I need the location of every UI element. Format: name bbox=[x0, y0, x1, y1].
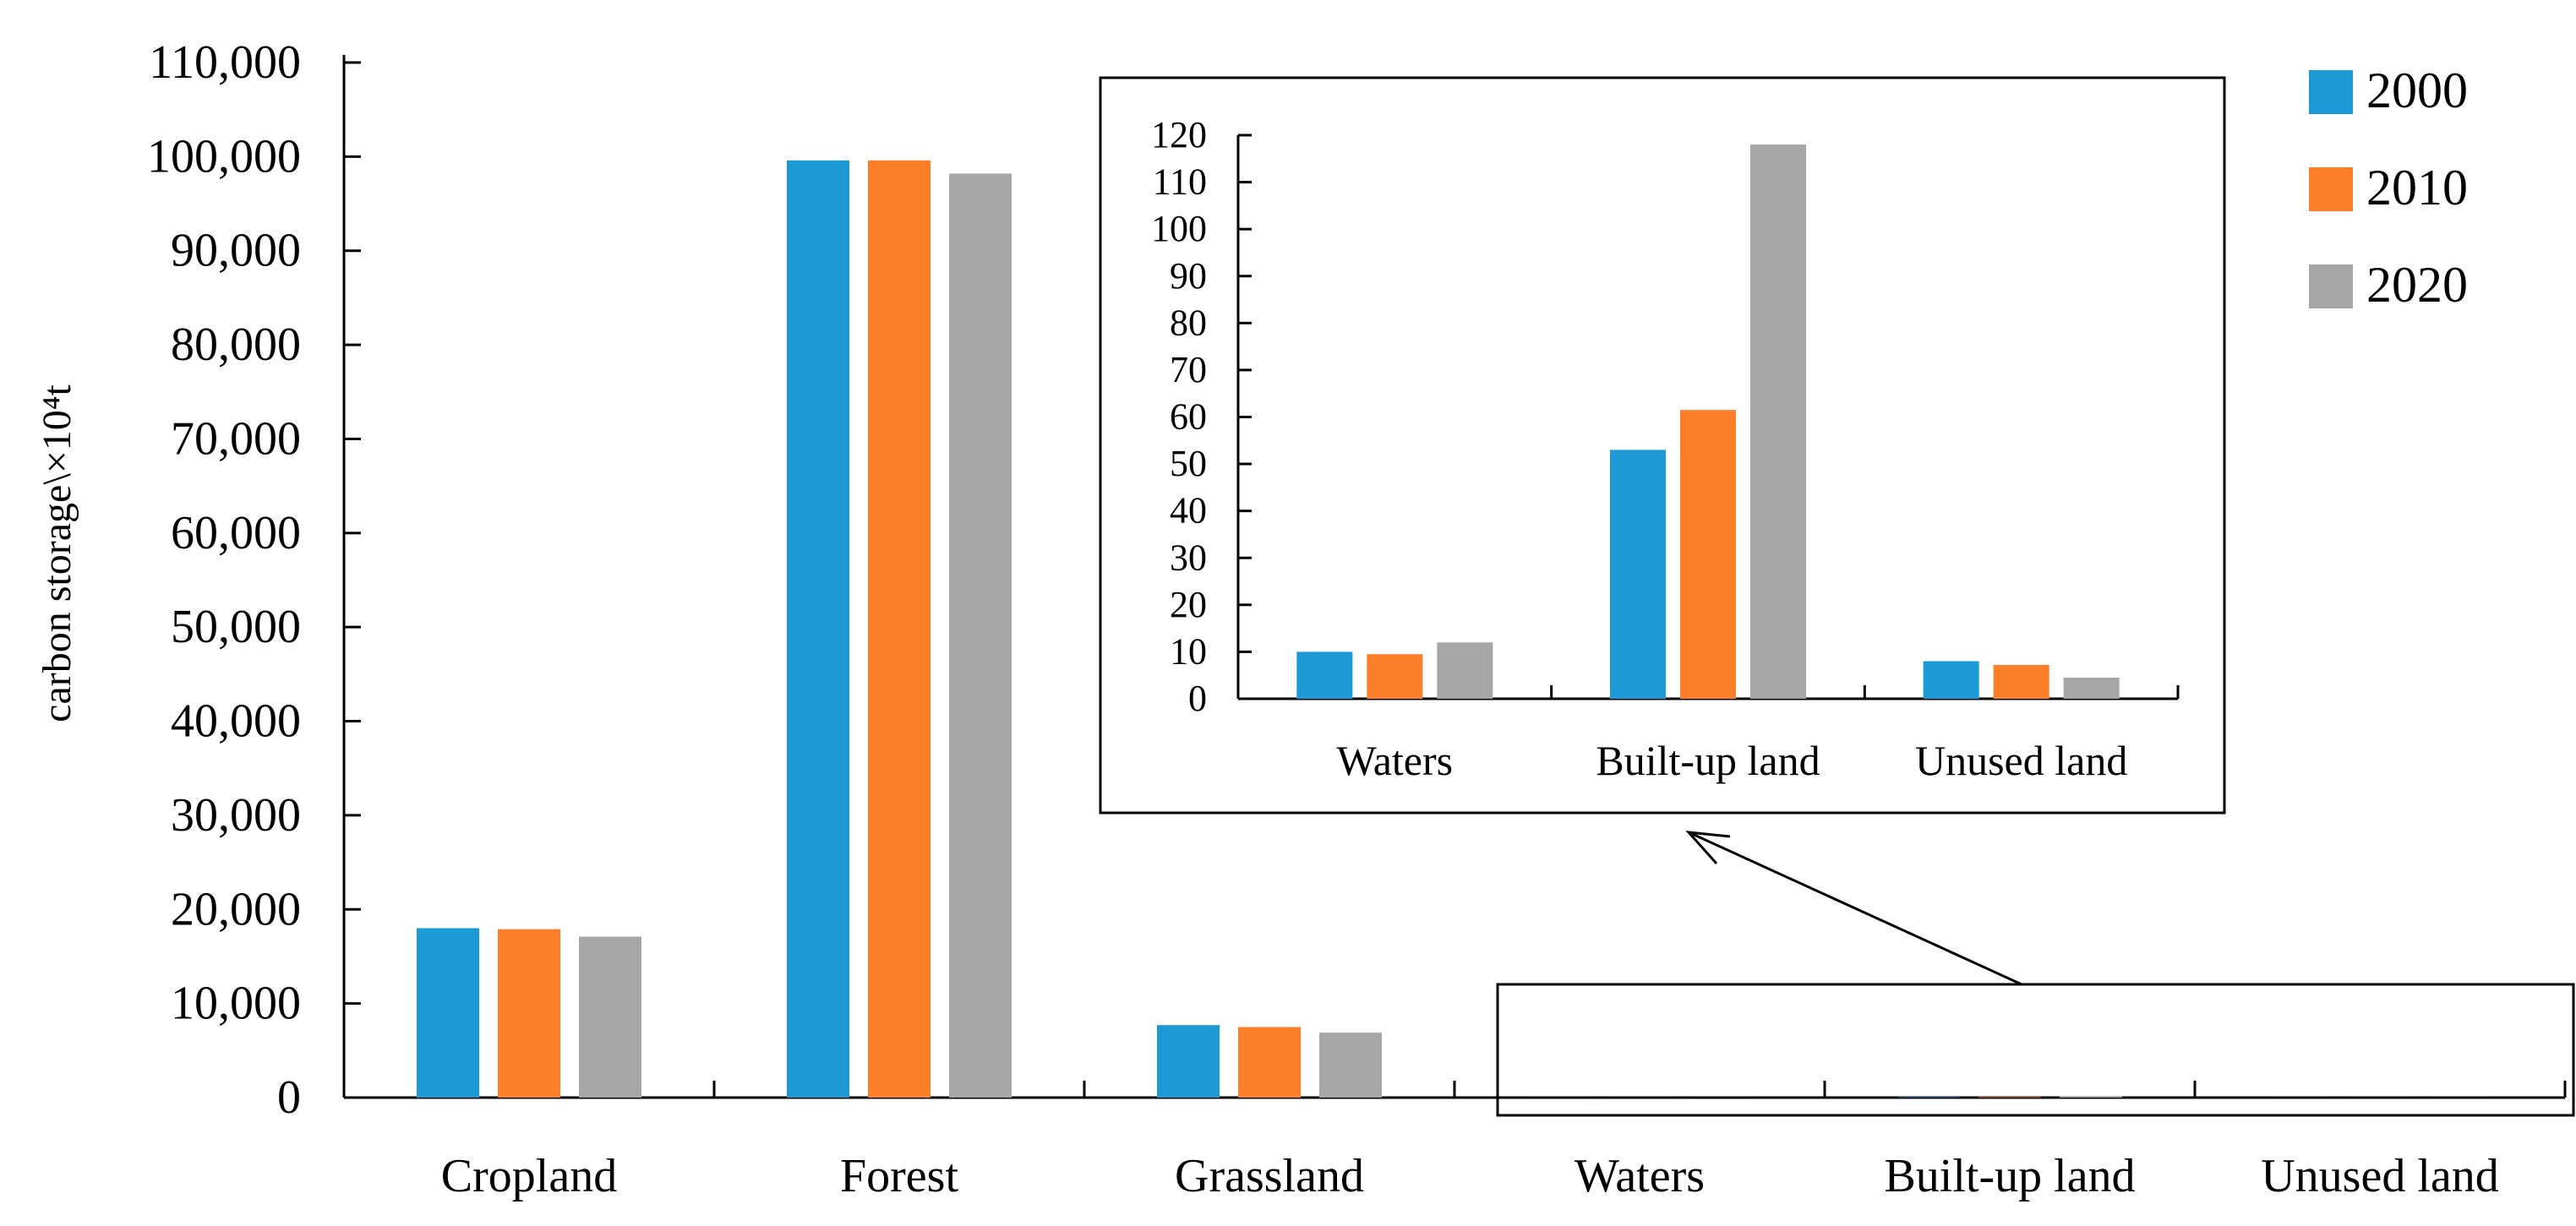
bar-2010-built-up-land bbox=[1978, 1097, 2041, 1098]
inset-bar-2000-built-up-land bbox=[1610, 450, 1666, 699]
x-tick-label: Unused land bbox=[2261, 1150, 2499, 1202]
zoom-arrow-head bbox=[1685, 831, 1731, 864]
legend-swatch-2000 bbox=[2309, 70, 2353, 114]
bar-2010-forest bbox=[868, 160, 931, 1098]
inset-bar-2000-unused-land bbox=[1923, 661, 1979, 699]
inset-y-tick-label: 10 bbox=[1170, 630, 1207, 672]
y-tick-label: 90,000 bbox=[171, 225, 301, 277]
y-tick-label: 20,000 bbox=[171, 883, 301, 935]
inset-x-tick-label: Unused land bbox=[1915, 737, 2127, 784]
y-tick-label: 100,000 bbox=[147, 130, 301, 183]
bar-2020-forest bbox=[949, 173, 1012, 1098]
inset-y-tick-label: 120 bbox=[1151, 114, 1207, 155]
inset-bar-2020-waters bbox=[1437, 642, 1493, 699]
bar-2000-grassland bbox=[1157, 1025, 1220, 1098]
inset-y-tick-label: 60 bbox=[1170, 396, 1207, 438]
inset-y-tick-label: 0 bbox=[1188, 678, 1207, 719]
inset-frame bbox=[1099, 76, 2226, 815]
y-tick-label: 10,000 bbox=[171, 978, 301, 1030]
inset-y-tick-label: 80 bbox=[1170, 302, 1207, 343]
bar-2020-grassland bbox=[1319, 1033, 1382, 1098]
x-tick-label: Grassland bbox=[1175, 1150, 1364, 1202]
x-tick-label: Waters bbox=[1575, 1150, 1705, 1202]
y-tick-label: 60,000 bbox=[171, 507, 301, 559]
bar-2000-cropland bbox=[417, 928, 479, 1098]
inset-bar-2010-unused-land bbox=[1993, 664, 2049, 699]
legend-label-2020: 2020 bbox=[2366, 257, 2468, 313]
bar-2010-cropland bbox=[498, 929, 560, 1098]
inset-y-tick-label: 110 bbox=[1153, 161, 1207, 203]
zoom-arrow-line bbox=[1688, 831, 2022, 986]
bar-2010-grassland bbox=[1238, 1027, 1301, 1098]
inset-bar-2010-built-up-land bbox=[1680, 410, 1736, 699]
bar-2000-forest bbox=[787, 160, 849, 1098]
zoom-region-box bbox=[1496, 983, 2575, 1117]
y-tick-label: 0 bbox=[277, 1071, 301, 1124]
y-tick-label: 30,000 bbox=[171, 789, 301, 842]
main-chart: 0 10,000 20,000 30,000 40,000 50,000 60,000 70,… bbox=[147, 36, 2575, 1202]
y-tick-label: 70,000 bbox=[171, 412, 301, 465]
inset-y-tick-label: 50 bbox=[1170, 443, 1207, 484]
y-axis-label: carbon storage\×10⁴t bbox=[35, 384, 79, 722]
inset-y-tick-label: 20 bbox=[1170, 584, 1207, 625]
inset-chart: 0 10 20 30 40 50 60 70 80 90 100 110 120 Waters Built-… bbox=[1099, 76, 2226, 815]
inset-y-tick-label: 90 bbox=[1170, 255, 1207, 297]
legend: 2000 2010 2020 bbox=[2309, 63, 2468, 313]
inset-bar-2020-unused-land bbox=[2063, 677, 2120, 699]
y-tick-label: 40,000 bbox=[171, 695, 301, 748]
y-tick-label: 110,000 bbox=[149, 36, 301, 89]
legend-swatch-2010 bbox=[2309, 167, 2353, 211]
bar-2020-cropland bbox=[579, 936, 641, 1098]
bar-2020-built-up-land bbox=[2060, 1096, 2122, 1098]
inset-bar-2020-built-up-land bbox=[1750, 144, 1806, 699]
x-tick-label: Built-up land bbox=[1884, 1150, 2135, 1202]
x-tick-label: Cropland bbox=[441, 1150, 617, 1202]
inset-y-tick-label: 100 bbox=[1151, 208, 1207, 249]
inset-bar-2010-waters bbox=[1367, 654, 1423, 699]
legend-swatch-2020 bbox=[2309, 264, 2353, 308]
inset-x-tick-label: Built-up land bbox=[1596, 737, 1820, 784]
x-tick-label: Forest bbox=[840, 1150, 958, 1202]
legend-label-2010: 2010 bbox=[2366, 160, 2468, 215]
inset-bar-2000-waters bbox=[1296, 651, 1353, 699]
inset-x-tick-label: Waters bbox=[1337, 737, 1454, 784]
inset-y-tick-label: 30 bbox=[1170, 537, 1207, 578]
y-tick-label: 80,000 bbox=[171, 319, 301, 371]
bar-2000-built-up-land bbox=[1897, 1097, 1960, 1098]
inset-y-tick-label: 70 bbox=[1170, 349, 1207, 390]
legend-label-2000: 2000 bbox=[2366, 63, 2468, 118]
inset-y-tick-label: 40 bbox=[1170, 490, 1207, 531]
y-tick-label: 50,000 bbox=[171, 601, 301, 653]
